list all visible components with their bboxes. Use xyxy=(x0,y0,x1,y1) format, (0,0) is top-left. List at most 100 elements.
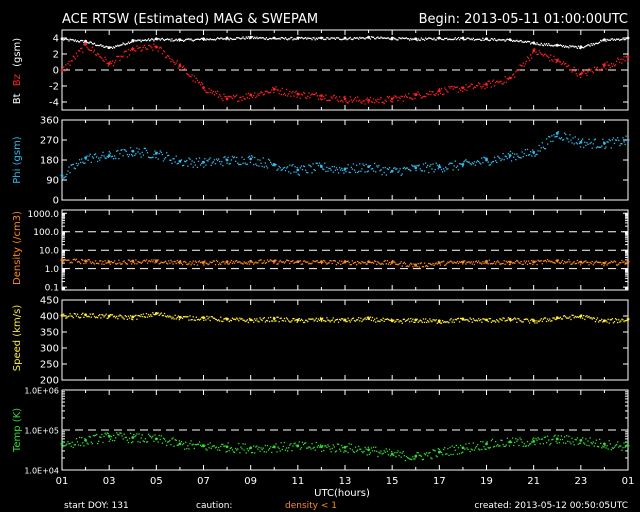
mag-point xyxy=(350,38,352,40)
mag-point xyxy=(326,99,328,102)
temp-point xyxy=(479,449,481,451)
mag-point xyxy=(187,38,189,40)
phi-point xyxy=(480,163,482,165)
speed-point xyxy=(259,317,261,319)
mag-data-point xyxy=(485,37,488,41)
phi-point xyxy=(281,169,283,171)
speed-point xyxy=(215,318,218,321)
mag-point xyxy=(510,39,513,42)
density-point xyxy=(313,260,315,263)
speed-point xyxy=(545,320,548,323)
temp-point xyxy=(457,447,460,449)
mag-point xyxy=(254,36,256,39)
mag-point xyxy=(444,87,446,89)
density-point xyxy=(86,260,88,262)
mag-point xyxy=(451,38,453,41)
density-point xyxy=(473,263,476,266)
temp-point xyxy=(431,457,433,460)
mag-point xyxy=(128,42,131,45)
speed-point xyxy=(362,319,364,321)
mag-point xyxy=(507,38,510,41)
temp-point xyxy=(503,445,505,448)
density-point xyxy=(324,260,326,262)
speed-point xyxy=(205,319,207,321)
mag-point xyxy=(622,58,624,61)
density-point xyxy=(62,260,64,263)
mag-point xyxy=(442,93,445,95)
speed-point xyxy=(100,317,102,319)
density-point xyxy=(336,261,339,264)
mag-point xyxy=(609,39,611,42)
density-point xyxy=(607,262,609,265)
mag-point xyxy=(303,92,306,95)
temp-point xyxy=(622,446,624,449)
mag-point xyxy=(593,44,595,46)
speed-data-point xyxy=(508,317,512,321)
mag-point xyxy=(518,69,520,71)
speed-point xyxy=(142,313,144,315)
phi-point xyxy=(528,153,531,156)
speed-point xyxy=(189,315,191,317)
temp-point xyxy=(253,445,255,447)
temp-point xyxy=(192,443,194,445)
temp-point xyxy=(77,444,80,446)
temp-point xyxy=(99,436,101,438)
phi-point xyxy=(469,162,471,165)
mag-point xyxy=(382,101,384,104)
mag-point xyxy=(190,38,192,40)
speed-point xyxy=(386,318,389,320)
phi-data-point xyxy=(131,149,135,153)
temp-point xyxy=(617,441,619,443)
mag-point xyxy=(285,38,288,40)
speed-point xyxy=(572,314,574,317)
mag-point xyxy=(504,76,506,78)
mag-point xyxy=(264,90,266,93)
phi-point xyxy=(434,168,436,171)
temp-point xyxy=(317,444,320,447)
speed-data-point xyxy=(107,314,111,318)
speed-point xyxy=(268,320,271,323)
temp-point xyxy=(602,445,604,447)
phi-point xyxy=(81,158,83,160)
mag-point xyxy=(455,38,458,41)
speed-point xyxy=(295,318,297,321)
phi-point xyxy=(396,168,398,170)
temp-data-point xyxy=(532,439,536,443)
temp-point xyxy=(359,448,361,450)
temp-point xyxy=(302,443,305,446)
temp-point xyxy=(122,438,124,440)
mag-point xyxy=(193,75,195,77)
mag-point xyxy=(309,97,311,99)
mag-point xyxy=(316,38,318,40)
phi-point xyxy=(184,160,186,162)
mag-point xyxy=(347,38,349,40)
phi-point xyxy=(129,147,132,149)
mag-point xyxy=(464,89,466,91)
phi-point xyxy=(86,155,88,157)
mag-point xyxy=(267,38,270,40)
density-ytick-label: 10.0 xyxy=(39,247,59,257)
speed-point xyxy=(134,315,136,317)
mag-data-point xyxy=(437,36,441,40)
temp-point xyxy=(187,445,189,447)
mag-point xyxy=(329,38,331,40)
mag-point xyxy=(326,37,328,39)
speed-point xyxy=(103,316,105,318)
phi-point xyxy=(438,164,441,166)
speed-point xyxy=(169,315,171,317)
phi-point xyxy=(483,156,485,159)
mag-point xyxy=(84,42,86,44)
temp-point xyxy=(284,449,287,451)
phi-point xyxy=(98,157,100,159)
temp-point xyxy=(161,442,164,444)
temp-point xyxy=(141,434,143,436)
temp-point xyxy=(82,442,84,444)
mag-point xyxy=(423,95,426,98)
phi-point xyxy=(404,168,407,170)
phi-point xyxy=(147,156,150,158)
speed-point xyxy=(571,314,573,316)
phi-point xyxy=(478,160,480,163)
density-point xyxy=(270,259,272,261)
mag-point xyxy=(499,81,501,83)
density-point xyxy=(554,262,556,264)
